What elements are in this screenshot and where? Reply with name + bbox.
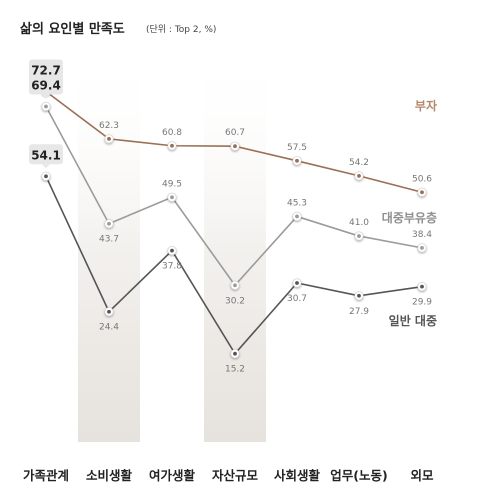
series-name-label: 대중부유층	[382, 210, 437, 225]
category-label: 자산규모	[212, 468, 259, 483]
data-point-core	[44, 104, 48, 109]
data-point-core	[107, 221, 111, 226]
value-label: 60.8	[162, 128, 182, 138]
value-label: 38.4	[412, 230, 432, 240]
series-name-label: 일반 대중	[389, 313, 437, 328]
data-point-core	[107, 309, 111, 314]
data-point-core	[170, 248, 174, 253]
category-label: 여가생활	[149, 468, 196, 483]
value-label: 24.4	[99, 323, 119, 333]
value-label: 69.4	[31, 79, 61, 93]
value-label: 43.7	[99, 235, 119, 245]
data-point-core	[420, 245, 424, 250]
data-point-core	[357, 173, 361, 178]
value-label: 29.9	[412, 298, 432, 308]
unit-note: (단위 : Top 2, %)	[146, 24, 216, 35]
series-name-label: 부자	[415, 98, 437, 113]
value-label: 45.3	[287, 198, 307, 208]
data-point-core	[107, 137, 111, 141]
chart-title: 삶의 요인별 만족도	[20, 21, 125, 37]
value-label: 30.2	[225, 296, 245, 306]
highlight-column-1	[78, 50, 140, 442]
value-label-box	[29, 59, 63, 80]
data-point-core	[170, 195, 174, 200]
value-label: 54.1	[31, 148, 61, 162]
data-point-core	[233, 144, 237, 149]
data-point-core	[295, 281, 299, 285]
value-label-pointer	[42, 94, 50, 99]
value-label: 15.2	[225, 365, 245, 375]
value-label-pointer	[42, 164, 50, 169]
data-point-core	[357, 293, 361, 298]
data-point-core	[233, 351, 237, 356]
value-label: 49.5	[162, 179, 182, 189]
highlight-column-3	[204, 50, 266, 442]
value-label-box	[29, 74, 63, 95]
value-label: 37.8	[162, 262, 182, 272]
data-point-core	[170, 143, 174, 148]
value-label: 72.7	[31, 63, 61, 77]
data-point-core	[44, 174, 48, 179]
category-label: 소비생활	[86, 468, 133, 483]
data-point-core	[420, 284, 424, 289]
category-label: 외모	[410, 468, 434, 483]
value-label: 54.2	[349, 158, 369, 168]
data-point-core	[420, 190, 424, 195]
data-point-core	[233, 283, 237, 288]
category-label: 가족관계	[23, 468, 69, 483]
value-label: 50.6	[412, 174, 432, 184]
value-label: 27.9	[349, 307, 369, 317]
value-label: 62.3	[99, 121, 119, 131]
value-label: 41.0	[349, 218, 369, 228]
data-point-core	[295, 158, 299, 163]
value-label: 60.7	[225, 128, 245, 138]
value-label: 57.5	[287, 143, 307, 153]
category-label: 사회생활	[274, 468, 321, 483]
data-point-core	[357, 234, 361, 238]
value-label-box	[29, 144, 63, 165]
value-label: 30.7	[287, 294, 307, 304]
category-label: 업무(노동)	[330, 468, 387, 483]
data-point-core	[295, 214, 299, 219]
